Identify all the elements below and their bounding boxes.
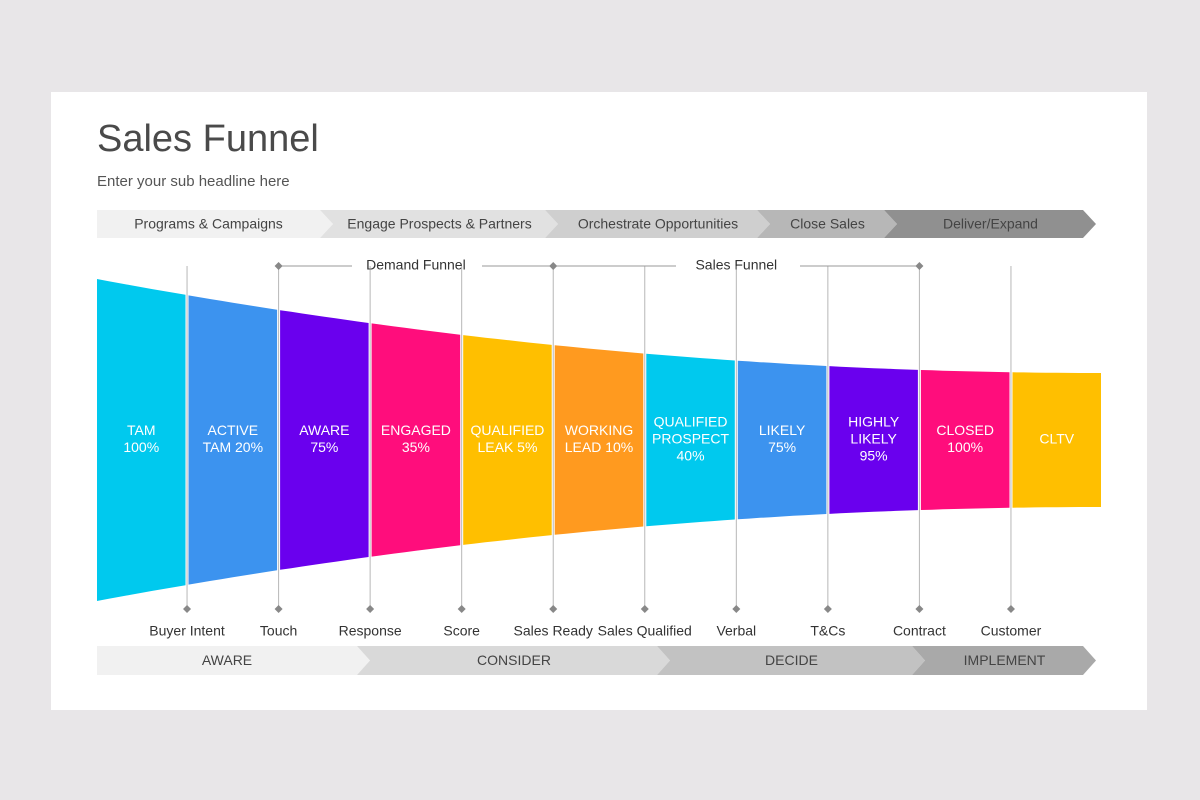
bracket-label: Demand Funnel xyxy=(366,257,466,273)
segment-label: 95% xyxy=(860,448,888,464)
segment-label: TAM 20% xyxy=(203,439,263,455)
chevron-label: Deliver/Expand xyxy=(943,216,1038,232)
milestone-label: Contract xyxy=(893,623,946,639)
diamond xyxy=(915,605,924,613)
funnel-segment xyxy=(646,353,735,527)
segment-label: 100% xyxy=(123,439,159,455)
chevron-label: CONSIDER xyxy=(477,652,551,668)
chevron-label: Programs & Campaigns xyxy=(134,216,283,232)
milestone-label: Touch xyxy=(260,623,297,639)
milestone-label: T&Cs xyxy=(810,623,845,639)
chevron xyxy=(545,210,770,238)
segment-label: PROSPECT xyxy=(652,431,729,447)
diamond xyxy=(183,605,192,613)
funnel-segment xyxy=(280,310,369,570)
milestone-label: Response xyxy=(339,623,402,639)
milestone-label: Sales Ready xyxy=(514,623,593,639)
chevron xyxy=(320,210,558,238)
diamond xyxy=(915,262,924,270)
segment-label: 100% xyxy=(947,439,983,455)
segment-label: WORKING xyxy=(565,422,633,438)
milestone-label: Sales Qualified xyxy=(598,623,692,639)
milestone-label: Score xyxy=(443,623,480,639)
diamond xyxy=(1006,605,1015,613)
diamond xyxy=(823,605,832,613)
segment-label: HIGHLY xyxy=(848,414,900,430)
funnel-segment xyxy=(920,370,1010,510)
segment-label: AWARE xyxy=(299,422,349,438)
segment-label: CLTV xyxy=(1039,431,1074,447)
chevron xyxy=(97,646,370,675)
segment-label: TAM xyxy=(127,422,156,438)
segment-label: LIKELY xyxy=(759,422,806,438)
segment-label: LEAD 10% xyxy=(565,439,633,455)
chevron-label: Close Sales xyxy=(790,216,865,232)
chevron xyxy=(657,646,925,675)
diamond xyxy=(457,605,466,613)
segment-label: QUALIFIED xyxy=(471,422,545,438)
subtitle: Enter your sub headline here xyxy=(97,173,290,190)
bracket-label: Sales Funnel xyxy=(695,257,777,273)
chevron-label: Orchestrate Opportunities xyxy=(578,216,738,232)
diamond xyxy=(549,262,558,270)
chevron-label: Engage Prospects & Partners xyxy=(347,216,531,232)
chevron xyxy=(884,210,1096,238)
funnel-segment xyxy=(554,345,644,535)
funnel-segment xyxy=(829,366,918,514)
funnel-segment xyxy=(188,295,278,585)
segment-label: LIKELY xyxy=(850,431,897,447)
funnel-segment xyxy=(463,335,552,545)
segment-label: 35% xyxy=(402,439,430,455)
diamond xyxy=(640,605,649,613)
diamond xyxy=(549,605,558,613)
segment-label: LEAK 5% xyxy=(477,439,537,455)
diamond xyxy=(274,605,283,613)
funnel-segment xyxy=(1012,372,1101,508)
diamond xyxy=(366,605,375,613)
chevron-label: AWARE xyxy=(202,652,252,668)
title: Sales Funnel xyxy=(97,118,319,160)
segment-label: ACTIVE xyxy=(208,422,259,438)
segment-label: 75% xyxy=(310,439,338,455)
chevron xyxy=(97,210,333,238)
chevron-label: DECIDE xyxy=(765,652,818,668)
segment-label: 40% xyxy=(677,448,705,464)
diamond xyxy=(274,262,283,270)
funnel-segment xyxy=(737,360,827,520)
chevron xyxy=(357,646,670,675)
funnel-segment xyxy=(97,279,186,601)
chevron xyxy=(912,646,1096,675)
milestone-label: Verbal xyxy=(716,623,756,639)
milestone-label: Customer xyxy=(981,623,1042,639)
segment-label: CLOSED xyxy=(936,422,994,438)
segment-label: QUALIFIED xyxy=(654,414,728,430)
chevron-label: IMPLEMENT xyxy=(964,652,1046,668)
funnel-segment xyxy=(371,323,461,557)
diamond xyxy=(732,605,741,613)
chevron xyxy=(757,210,897,238)
segment-label: 75% xyxy=(768,439,796,455)
segment-label: ENGAGED xyxy=(381,422,451,438)
milestone-label: Buyer Intent xyxy=(149,623,225,639)
